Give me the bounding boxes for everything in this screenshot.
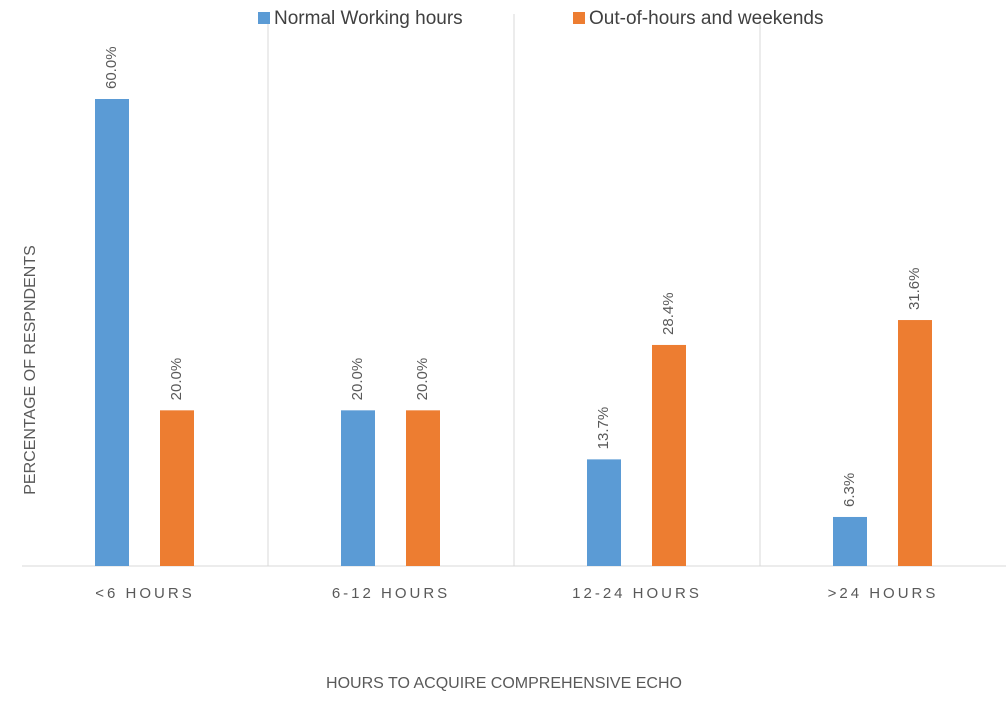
legend-label: Out-of-hours and weekends xyxy=(589,8,823,29)
data-label: 31.6% xyxy=(906,267,923,310)
bar xyxy=(898,320,932,566)
bar xyxy=(160,410,194,566)
bar xyxy=(587,459,621,566)
x-tick-label: <6 HOURS xyxy=(95,585,194,602)
legend-label: Normal Working hours xyxy=(274,8,463,29)
data-label: 6.3% xyxy=(841,473,858,507)
data-label: 20.0% xyxy=(168,358,185,401)
bar xyxy=(652,344,686,566)
data-label: 60.0% xyxy=(103,46,120,89)
bar xyxy=(341,410,375,566)
x-tick-label: 6-12 HOURS xyxy=(332,585,450,602)
legend-swatch xyxy=(573,12,585,24)
x-tick-label: 12-24 HOURS xyxy=(572,585,702,602)
y-axis-title: PERCENTAGE OF RESPNDENTS xyxy=(22,245,39,495)
bar xyxy=(833,516,867,566)
data-label: 20.0% xyxy=(414,358,431,401)
bar xyxy=(406,410,440,566)
data-label: 28.4% xyxy=(660,292,677,335)
legend-swatch xyxy=(258,12,270,24)
data-label: 13.7% xyxy=(595,407,612,450)
x-tick-label: >24 HOURS xyxy=(828,585,939,602)
x-axis-title: HOURS TO ACQUIRE COMPREHENSIVE ECHO xyxy=(326,675,682,692)
bar xyxy=(95,99,129,566)
data-label: 20.0% xyxy=(349,358,366,401)
